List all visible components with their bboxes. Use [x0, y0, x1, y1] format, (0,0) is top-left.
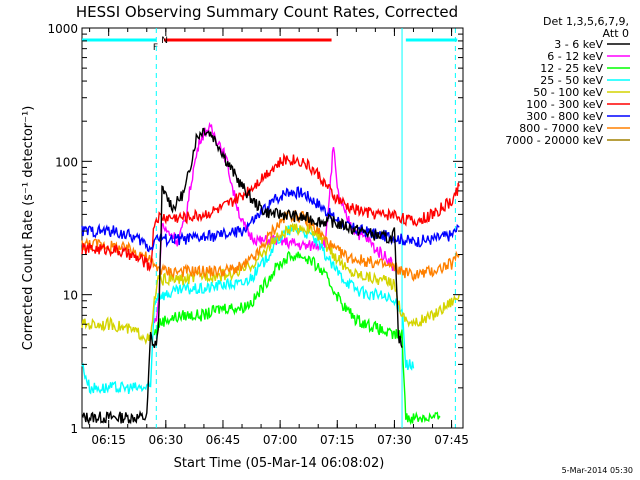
footer-date: 5-Mar-2014 05:30 [562, 466, 633, 475]
y-tick-label-2: 100 [55, 155, 78, 169]
x-tick-label-4: 07:15 [320, 433, 355, 447]
y-tick-label-3: 1000 [47, 22, 78, 36]
y-tick-label-0: 1 [70, 422, 78, 436]
x-tick-label-3: 07:00 [263, 433, 298, 447]
legend-label-1: 6 - 12 keV [547, 50, 603, 63]
x-tick-label-2: 06:45 [206, 433, 241, 447]
chart-title: HESSI Observing Summary Count Rates, Cor… [76, 3, 458, 21]
x-tick-label-0: 06:15 [91, 433, 126, 447]
x-tick-label-6: 07:45 [434, 433, 469, 447]
x-tick-label-5: 07:30 [377, 433, 412, 447]
y-axis-label: Corrected Count Rate (s⁻¹ detector⁻¹) [21, 106, 36, 351]
flag-label-n: N [161, 36, 168, 46]
legend-label-4: 50 - 100 keV [533, 86, 603, 99]
legend-label-5: 100 - 300 keV [526, 98, 603, 111]
legend-label-7: 800 - 7000 keV [519, 122, 603, 135]
axes-layer: 06:15 06:30 06:45 07:00 07:15 07:30 07:45 1 10 10… [47, 22, 468, 447]
series-layer [81, 121, 460, 426]
legend-header-1: Att 0 [603, 27, 629, 40]
series-line-0 [81, 127, 403, 426]
x-tick-label-1: 06:30 [149, 433, 184, 447]
y-tick-label-1: 10 [63, 289, 78, 303]
series-line-3 [81, 223, 415, 395]
legend-label-2: 12 - 25 keV [540, 62, 603, 75]
legend-label-8: 7000 - 20000 keV [505, 134, 603, 147]
series-line-2 [153, 250, 441, 426]
series-line-6 [81, 186, 460, 253]
legend-label-6: 300 - 800 keV [526, 110, 603, 123]
legend-label-0: 3 - 6 keV [554, 38, 603, 51]
x-axis-label: Start Time (05-Mar-14 06:08:02) [174, 456, 385, 471]
flags-layer: FN [82, 28, 458, 428]
legend-header-0: Det 1,3,5,6,7,9, [543, 15, 629, 28]
flag-label-f: F [153, 43, 158, 53]
series-line-5 [81, 152, 460, 272]
legend-label-3: 25 - 50 keV [540, 74, 603, 87]
